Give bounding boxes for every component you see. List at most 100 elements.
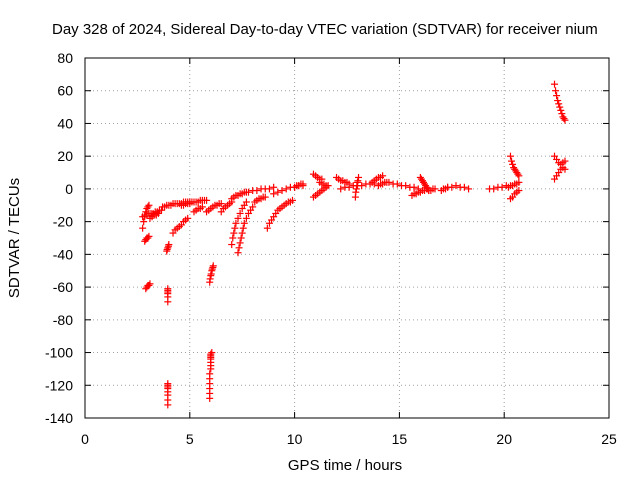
data-point	[270, 183, 278, 191]
data-point	[230, 229, 238, 237]
data-point	[232, 219, 240, 227]
series-sat-ap	[504, 178, 523, 191]
data-point	[278, 187, 286, 195]
data-point	[236, 239, 244, 247]
data-point	[253, 187, 261, 195]
series-sat-t	[244, 183, 278, 196]
data-point	[139, 224, 147, 232]
data-point	[163, 245, 171, 253]
data-point	[184, 214, 192, 222]
data-point	[236, 209, 244, 217]
data-point	[460, 183, 468, 191]
y-axis-label: SDTVAR / TECUs	[6, 178, 23, 298]
data-point	[490, 185, 498, 193]
series-sat-c	[141, 232, 153, 245]
data-point	[561, 116, 569, 124]
series-sat-an	[506, 152, 523, 180]
data-point	[208, 265, 216, 273]
data-point	[352, 188, 360, 196]
series-sat-af	[374, 178, 391, 190]
series-sat-ah	[408, 185, 431, 199]
series-sat-o	[203, 200, 225, 216]
data-point	[229, 234, 237, 242]
x-axis-label: GPS time / hours	[288, 457, 402, 474]
data-point	[154, 209, 162, 217]
data-point	[240, 219, 248, 227]
series-sat-q	[228, 198, 250, 249]
series-sat-f	[159, 198, 194, 211]
data-point	[465, 185, 473, 193]
y-tick-label: -140	[45, 410, 73, 426]
y-tick-label: 40	[57, 115, 73, 131]
data-point	[207, 270, 215, 278]
data-point	[239, 224, 247, 232]
data-point	[209, 262, 217, 270]
data-point	[508, 157, 516, 165]
data-point	[402, 182, 410, 190]
series-sat-aa	[316, 178, 332, 190]
y-tick-label: 20	[57, 148, 73, 164]
y-tick-label: -120	[45, 377, 73, 393]
data-point	[237, 234, 245, 242]
data-point	[353, 182, 361, 190]
series-sat-i	[163, 241, 173, 255]
data-point	[203, 196, 211, 204]
data-point	[337, 185, 345, 193]
data-point	[164, 380, 172, 388]
series-sat-as	[551, 164, 569, 183]
data-point	[452, 182, 460, 190]
data-point	[324, 182, 332, 190]
x-tick-label: 25	[601, 431, 617, 447]
data-point	[557, 106, 565, 114]
y-tick-label: 80	[57, 50, 73, 66]
data-point	[551, 80, 559, 88]
data-point	[144, 203, 152, 211]
data-point	[165, 241, 173, 249]
data-point	[261, 193, 269, 201]
data-point	[208, 349, 216, 357]
series-sat-j	[169, 214, 192, 237]
series-sat-r	[234, 203, 257, 257]
data-point	[145, 232, 153, 240]
data-point	[506, 152, 514, 160]
data-point	[556, 103, 564, 111]
series-sat-d	[142, 280, 154, 293]
data-point	[514, 170, 522, 178]
data-point	[242, 198, 250, 206]
data-point	[498, 183, 506, 191]
data-point	[554, 97, 562, 105]
data-point	[206, 370, 214, 378]
data-point	[289, 196, 297, 204]
series-sat-h	[164, 285, 172, 306]
data-point	[515, 178, 523, 186]
series-sat-e	[146, 209, 162, 222]
data-point	[515, 172, 523, 180]
series-sat-n	[206, 262, 217, 286]
series-sat-aj	[425, 185, 439, 195]
data-point	[299, 180, 307, 188]
data-point	[140, 218, 148, 226]
data-point	[393, 180, 401, 188]
data-point	[555, 100, 563, 108]
series-sat-ao	[506, 187, 523, 203]
data-point	[142, 208, 150, 216]
data-point	[242, 214, 250, 222]
data-point	[164, 285, 172, 293]
data-point	[553, 92, 561, 100]
data-point	[235, 244, 243, 252]
y-tick-label: -20	[53, 214, 73, 230]
x-tick-label: 20	[496, 431, 512, 447]
data-point	[385, 178, 393, 186]
y-tick-label: 0	[65, 181, 73, 197]
data-point	[410, 183, 418, 191]
data-point	[228, 241, 236, 249]
data-point	[354, 177, 362, 185]
data-point	[270, 190, 278, 198]
data-point	[244, 188, 252, 196]
data-point	[561, 157, 569, 165]
series-sat-m	[206, 349, 216, 402]
data-point	[145, 281, 153, 289]
series-sat-l	[190, 203, 206, 216]
data-point	[164, 244, 172, 252]
